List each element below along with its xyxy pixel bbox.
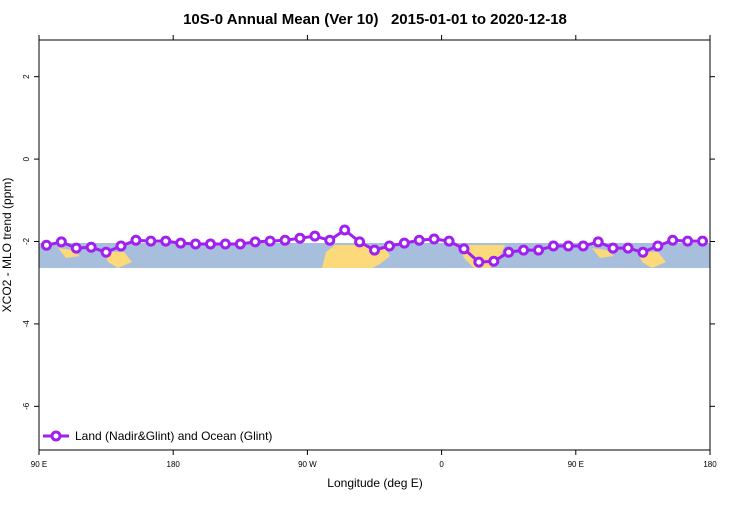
y-tick-label: 2	[22, 74, 31, 79]
data-point	[70, 242, 82, 254]
data-point	[458, 243, 470, 255]
data-point	[160, 235, 172, 247]
data-point	[652, 240, 664, 252]
data-point	[175, 237, 187, 249]
data-point	[398, 237, 410, 249]
data-point	[204, 238, 216, 250]
data-point	[40, 239, 52, 251]
data-point	[294, 232, 306, 244]
data-point	[562, 240, 574, 252]
data-point	[637, 246, 649, 258]
legend-marker	[50, 430, 62, 442]
data-point	[473, 256, 485, 268]
data-point	[339, 224, 351, 236]
data-point	[413, 234, 425, 246]
data-point	[264, 235, 276, 247]
y-tick-label: 0	[22, 156, 31, 161]
y-tick-label: -6	[22, 402, 31, 410]
data-point	[667, 234, 679, 246]
land	[58, 248, 132, 268]
x-tick-label: 90 E	[568, 460, 584, 469]
data-point	[518, 244, 530, 256]
x-tick-label: 0	[439, 460, 444, 469]
data-point	[369, 244, 380, 256]
data-point	[55, 236, 67, 248]
chart-title: 10S-0 Annual Mean (Ver 10) 2015-01-01 to…	[183, 11, 567, 28]
data-point	[622, 242, 634, 254]
data-point	[100, 246, 112, 258]
data-point	[145, 235, 157, 247]
legend-label: Land (Nadir&Glint) and Ocean (Glint)	[75, 429, 272, 443]
data-point	[279, 234, 291, 246]
data-point	[682, 235, 694, 247]
data-point	[115, 240, 127, 252]
data-point	[219, 238, 231, 250]
data-point	[533, 244, 545, 256]
data-point	[577, 240, 589, 252]
data-point	[443, 235, 455, 247]
x-tick-label: 180	[703, 460, 717, 469]
x-axis-label: Longitude (deg E)	[327, 476, 422, 490]
y-tick-label: -4	[22, 320, 31, 328]
data-point	[697, 235, 709, 247]
y-tick-label: -2	[22, 237, 31, 245]
data-point	[190, 238, 202, 250]
data-point	[383, 240, 395, 252]
data-point	[592, 236, 604, 248]
data-point	[547, 240, 559, 252]
x-tick-label: 180	[167, 460, 181, 469]
data-point	[503, 246, 515, 258]
x-tick-label: 90 E	[31, 460, 47, 469]
data-point	[324, 234, 336, 246]
data-point	[130, 234, 142, 246]
data-point	[234, 238, 246, 250]
legend: Land (Nadir&Glint) and Ocean (Glint)	[43, 429, 272, 443]
data-point	[249, 236, 261, 248]
data-point	[309, 230, 321, 242]
data-point	[428, 233, 440, 245]
plot-frame	[38, 39, 711, 451]
data-point	[354, 236, 366, 248]
data-point	[488, 255, 500, 267]
data-point	[607, 242, 619, 254]
y-axis-label: XCO2 - MLO trend (ppm)	[0, 178, 14, 313]
x-tick-label: 90 W	[298, 460, 317, 469]
data-point	[85, 241, 97, 253]
